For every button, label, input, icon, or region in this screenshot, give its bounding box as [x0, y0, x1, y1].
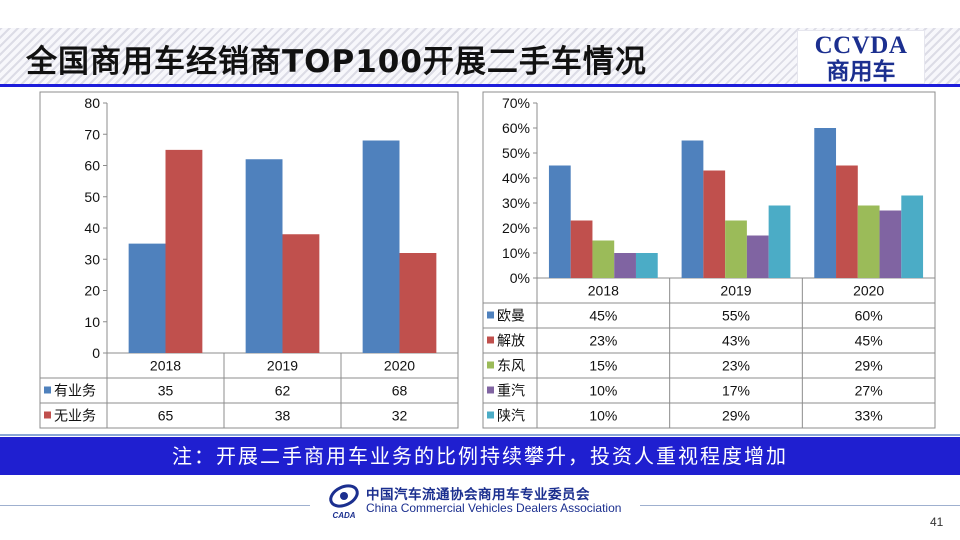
- chart-1-legend-key-0: [487, 311, 494, 319]
- chart-0-bar-0-2: [362, 140, 400, 353]
- chart-1-y-tick-label: 0%: [510, 270, 530, 286]
- footer-association: CADA 中国汽车流通协会商用车专业委员会 China Commercial V…: [324, 481, 634, 521]
- footer-rule-left: [0, 505, 310, 506]
- chart-1-bar-2-0: [592, 240, 615, 278]
- chart-1-data-label-2-0: 15%: [589, 358, 617, 374]
- chart-1-legend-key-3: [487, 386, 494, 394]
- chart-0-y-tick-label: 20: [84, 283, 100, 299]
- chart-1-y-tick-label: 60%: [502, 120, 530, 136]
- chart-1-data-label-1-2: 45%: [855, 333, 883, 349]
- chart-1-bar-3-1: [746, 235, 769, 278]
- chart-1-data-label-4-1: 29%: [722, 408, 750, 424]
- association-emblem-icon: CADA: [329, 484, 359, 520]
- chart-1-bar-2-2: [857, 205, 880, 278]
- chart-0-x-tick-label: 2020: [384, 358, 415, 374]
- chart-0-y-tick-label: 30: [84, 251, 100, 267]
- logo-text-chinese: 商用车: [826, 58, 896, 85]
- ccvda-logo: CCVDA 商用车: [797, 30, 925, 84]
- chart-1-bar-2-1: [725, 220, 747, 278]
- chart-1-bar-3-0: [614, 253, 636, 278]
- chart-0-bar-0-1: [245, 159, 283, 353]
- chart-1-bar-4-1: [768, 205, 791, 278]
- chart-1-data-label-0-2: 60%: [855, 308, 883, 324]
- chart-0-data-label-1-0: 65: [158, 408, 174, 424]
- chart-1-y-tick-label: 70%: [502, 95, 530, 111]
- chart-1-legend-key-2: [487, 361, 494, 369]
- chart-0-data-label-1-1: 38: [275, 408, 291, 424]
- chart-0-y-tick-label: 10: [84, 314, 100, 330]
- chart-1-data-label-1-0: 23%: [589, 333, 617, 349]
- chart-1-bar-0-0: [548, 165, 571, 278]
- chart-1-y-tick-label: 30%: [502, 195, 530, 211]
- chart-1-bar-4-0: [635, 253, 658, 278]
- chart-0-x-tick-label: 2018: [150, 358, 181, 374]
- chart-1-legend-key-1: [487, 336, 494, 344]
- chart-0-legend-key-0: [44, 386, 51, 394]
- chart-1-bar-0-1: [681, 140, 704, 278]
- footer-rule-right: [640, 505, 960, 506]
- chart-1-legend-label-3: 重汽: [497, 384, 525, 400]
- chart-1-data-label-3-0: 10%: [589, 383, 617, 399]
- chart-0-legend-label-1: 无业务: [54, 409, 96, 425]
- chart-0-legend-key-1: [44, 411, 51, 419]
- chart-1-bar-1-1: [703, 170, 726, 278]
- note-divider: [0, 434, 960, 436]
- chart-1-y-tick-label: 10%: [502, 245, 530, 261]
- chart-1-data-label-3-1: 17%: [722, 383, 750, 399]
- chart-1-legend-label-2: 东风: [497, 359, 525, 375]
- chart-0-y-tick-label: 40: [84, 220, 100, 236]
- chart-0-data-label-0-1: 62: [275, 383, 291, 399]
- chart-0-bar-1-1: [282, 234, 320, 353]
- chart-0-y-tick-label: 60: [84, 158, 100, 174]
- association-name-cn: 中国汽车流通协会商用车专业委员会: [366, 487, 590, 503]
- chart-1-legend-label-0: 欧曼: [497, 309, 525, 325]
- chart-1-data-label-3-2: 27%: [855, 383, 883, 399]
- chart-1-bar-1-0: [570, 220, 593, 278]
- emblem-text: CADA: [332, 511, 355, 520]
- chart-1-data-label-2-1: 23%: [722, 358, 750, 374]
- chart-1-x-tick-label: 2018: [588, 283, 619, 299]
- chart-0-data-label-1-2: 32: [392, 408, 408, 424]
- chart-1-y-tick-label: 40%: [502, 170, 530, 186]
- chart-1-data-label-0-1: 55%: [722, 308, 750, 324]
- chart-1-y-tick-label: 20%: [502, 220, 530, 236]
- logo-text-latin: CCVDA: [814, 32, 908, 59]
- chart-1-data-label-1-1: 43%: [722, 333, 750, 349]
- chart-1-data-label-0-0: 45%: [589, 308, 617, 324]
- page-title: 全国商用车经销商TOP100开展二手车情况: [26, 44, 647, 80]
- chart-1-bar-4-2: [901, 195, 924, 278]
- chart-0-bar-0-0: [128, 243, 166, 353]
- chart-0-bar-1-0: [165, 149, 203, 353]
- chart-1-legend-key-4: [487, 411, 494, 419]
- chart-1-data-label-4-0: 10%: [589, 408, 617, 424]
- chart-1-data-label-2-2: 29%: [855, 358, 883, 374]
- chart-1-legend-label-4: 陕汽: [497, 409, 525, 425]
- chart-0-y-tick-label: 80: [84, 95, 100, 111]
- chart-0-x-tick-label: 2019: [267, 358, 298, 374]
- chart-0-data-label-0-2: 68: [392, 383, 408, 399]
- page-number: 41: [930, 515, 944, 529]
- chart-1-x-tick-label: 2020: [853, 283, 884, 299]
- chart-1-bar-3-2: [879, 210, 902, 278]
- chart-0-y-tick-label: 0: [92, 345, 100, 361]
- chart-0-y-tick-label: 70: [84, 126, 100, 142]
- chart-1-bar-1-2: [836, 165, 858, 278]
- chart-0-legend-label-0: 有业务: [54, 384, 96, 400]
- chart-0-data-label-0-0: 35: [158, 383, 174, 399]
- chart-0-bar-1-2: [399, 253, 437, 353]
- chart-1-data-label-4-2: 33%: [855, 408, 883, 424]
- title-underline: [0, 84, 960, 87]
- chart-1-legend-label-1: 解放: [497, 334, 525, 350]
- association-name-en: China Commercial Vehicles Dealers Associ…: [366, 501, 622, 515]
- note-banner: 注：开展二手商用车业务的比例持续攀升，投资人重视程度增加: [0, 437, 960, 475]
- chart-1-y-tick-label: 50%: [502, 145, 530, 161]
- chart-0-y-tick-label: 50: [84, 189, 100, 205]
- chart-1-x-tick-label: 2019: [720, 283, 751, 299]
- chart-1-bar-0-2: [814, 128, 837, 278]
